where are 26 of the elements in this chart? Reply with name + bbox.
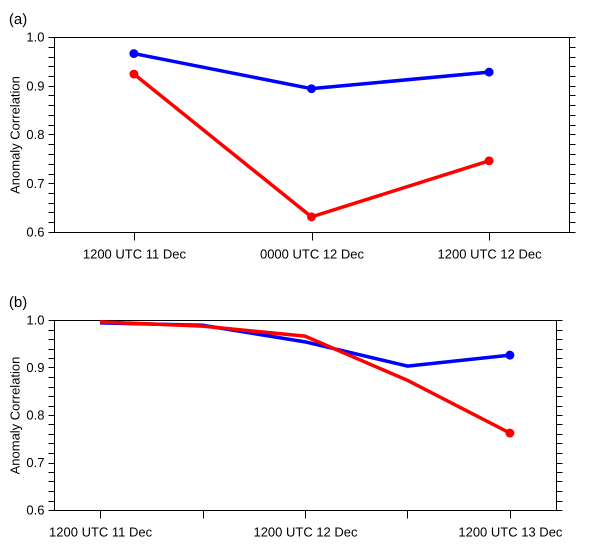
y-tick-label: 1.0 bbox=[26, 312, 44, 328]
y-tick-label: 0.7 bbox=[26, 455, 44, 470]
y-tick-label: 0.8 bbox=[26, 408, 44, 422]
chart-title: (b) bbox=[8, 294, 28, 311]
y-tick-label: 0.6 bbox=[26, 224, 44, 240]
y-axis-title: Anomaly Correlation bbox=[7, 76, 22, 194]
y-tick-label: 0.8 bbox=[26, 127, 44, 142]
chart-title: (a) bbox=[8, 11, 28, 28]
x-tick-label: 1200 UTC 12 Dec bbox=[253, 524, 358, 540]
x-tick-label: 1200 UTC 13 Dec bbox=[458, 524, 563, 540]
point bbox=[484, 68, 494, 77]
point bbox=[129, 70, 138, 79]
y-tick-label: 1.0 bbox=[26, 30, 44, 44]
point bbox=[307, 212, 316, 222]
x-tick-label: 1200 UTC 12 Dec bbox=[438, 246, 542, 262]
y-tick-label: 0.9 bbox=[26, 78, 44, 94]
x-tick-label: 1200 UTC 11 Dec bbox=[49, 524, 153, 540]
y-tick-label: 0.6 bbox=[26, 502, 44, 518]
y-tick-label: 0.7 bbox=[26, 176, 44, 191]
point bbox=[307, 84, 316, 94]
x-tick-label: 1200 UTC 11 Dec bbox=[82, 246, 186, 262]
x-tick-label: 0000 UTC 12 Dec bbox=[260, 246, 365, 262]
y-tick-label: 0.9 bbox=[26, 360, 44, 375]
point bbox=[129, 49, 138, 58]
y-axis-title: Anomaly Correlation bbox=[7, 356, 22, 474]
point bbox=[484, 156, 494, 166]
